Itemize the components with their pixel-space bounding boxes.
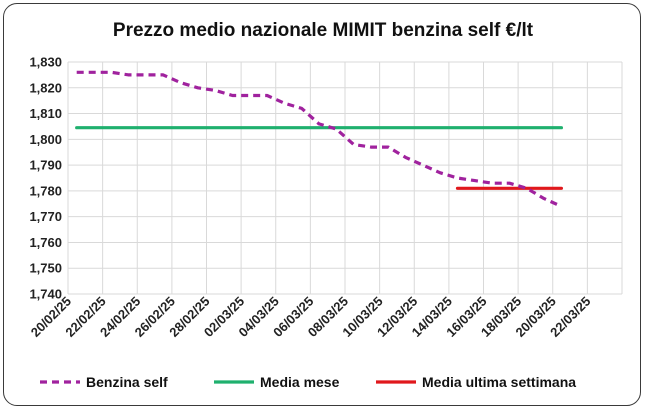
chart-frame: Prezzo medio nazionale MIMIT benzina sel…: [3, 3, 641, 406]
y-tick-label: 1,750: [29, 261, 62, 276]
y-tick-label: 1,740: [29, 287, 62, 302]
y-tick-label: 1,790: [29, 158, 62, 173]
legend-label: Benzina self: [86, 374, 168, 390]
y-tick-label: 1,820: [29, 80, 62, 95]
y-tick-label: 1,770: [29, 209, 62, 224]
legend-label: Media ultima settimana: [422, 374, 576, 390]
y-axis-ticks: 1,740 1,750 1,760 1,770 1,780 1,790 1,800 1,810…: [29, 55, 62, 302]
y-tick-label: 1,780: [29, 183, 62, 198]
line-chart: Prezzo medio nazionale MIMIT benzina sel…: [28, 20, 623, 390]
series-lines: [75, 70, 564, 208]
y-tick-label: 1,830: [29, 55, 62, 70]
y-tick-label: 1,760: [29, 235, 62, 250]
y-tick-label: 1,810: [29, 106, 62, 121]
y-tick-label: 1,800: [29, 132, 62, 147]
series-line-benzina-self: [76, 70, 563, 208]
legend: Benzina self Media mese Media ultima setti…: [40, 374, 576, 390]
chart-title: Prezzo medio nazionale MIMIT benzina sel…: [113, 20, 534, 41]
legend-label: Media mese: [260, 374, 340, 390]
grid-lines: [67, 61, 623, 295]
x-axis-ticks: 20/02/2522/02/2524/02/2526/02/2528/02/25…: [28, 294, 594, 340]
